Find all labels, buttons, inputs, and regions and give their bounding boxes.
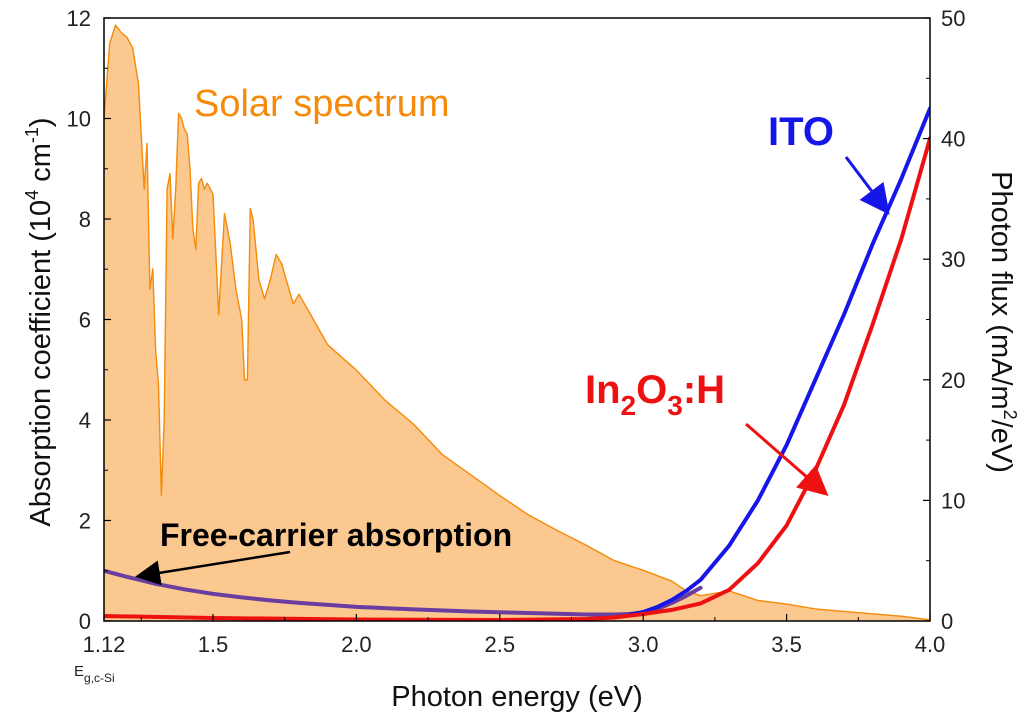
y-left-title-tail: ) (25, 117, 57, 127)
eg-main: E (74, 663, 84, 680)
x-tick-label: 2.0 (341, 632, 372, 657)
y-right-tick-label: 0 (941, 609, 953, 634)
y-left-title-sup1: 4 (22, 190, 42, 200)
x-tick-label: 1.12 (83, 632, 126, 657)
solar-spectrum-label: Solar spectrum (194, 83, 450, 125)
y-left-tick-label: 0 (79, 609, 91, 634)
ino-arrow (745, 422, 829, 496)
x-tick-label: 1.5 (198, 632, 229, 657)
y-right-title-tail: /eV) (985, 420, 1017, 473)
y-right-tick-label: 40 (941, 127, 965, 152)
x-tick-label: 4.0 (915, 632, 946, 657)
y-right-tick-label: 10 (941, 488, 965, 513)
y-left-title-mid: cm (25, 143, 57, 190)
y-left-tick-label: 8 (79, 207, 91, 232)
ito-label: ITO (768, 110, 834, 154)
y-left-tick-label: 2 (79, 509, 91, 534)
series-ito-line (626, 106, 930, 617)
y-right-title-main: Photon flux (mA/m (985, 171, 1017, 410)
x-axis-title: Photon energy (eV) (391, 681, 642, 713)
y-left-tick-label: 10 (67, 107, 91, 132)
eg-csi-label: Eg,c-Si (74, 663, 115, 685)
y-left-tick-label: 12 (67, 6, 91, 31)
ino-mid: O (636, 368, 667, 412)
y-right-title-sup: 2 (1000, 410, 1020, 420)
series-solar-spectrum-line (104, 24, 930, 621)
ino-main: In (585, 368, 621, 412)
y-right-tick-label: 50 (941, 6, 965, 31)
y-axis-right-title: Photon flux (mA/m2/eV) (985, 171, 1020, 473)
ino-sub1: 2 (621, 390, 637, 421)
series-in2o3-h-line (104, 136, 930, 621)
x-tick-label: 3.0 (628, 632, 659, 657)
x-tick-label: 3.5 (771, 632, 802, 657)
ino-sub2: 3 (667, 390, 683, 421)
series-solar-spectrum-area (104, 25, 930, 621)
y-left-tick-label: 6 (79, 308, 91, 333)
ino-label: In2O3:H (585, 368, 725, 421)
ticks-layer: 1.12 1.5 2.0 2.5 3.0 3.5 4.0024681012010203040… (67, 6, 966, 657)
ito-arrow (844, 156, 890, 215)
y-axis-left-title: Absorption coefficient (104 cm-1) (22, 117, 57, 526)
y-left-tick-label: 4 (79, 408, 91, 433)
eg-sub: g,c-Si (84, 671, 115, 685)
plot-frame (103, 17, 931, 622)
free-carrier-arrow (135, 550, 291, 586)
y-right-tick-label: 30 (941, 247, 965, 272)
y-left-title-sup2: -1 (22, 127, 42, 143)
x-tick-label: 2.5 (484, 632, 515, 657)
y-right-tick-label: 20 (941, 368, 965, 393)
ino-tail: :H (683, 368, 725, 412)
y-left-title-main: Absorption coefficient (10 (25, 200, 57, 527)
free-carrier-label: Free-carrier absorption (160, 517, 512, 553)
series-layer (104, 24, 930, 621)
